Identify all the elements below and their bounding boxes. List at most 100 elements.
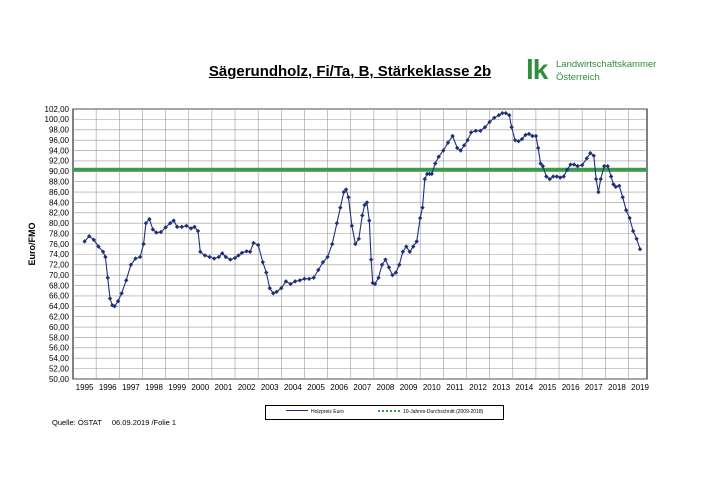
price-point xyxy=(364,200,370,205)
y-tick-label: 58,00 xyxy=(49,333,70,342)
price-point xyxy=(87,234,92,239)
x-tick-label: 2008 xyxy=(377,383,395,392)
price-point xyxy=(330,241,335,247)
price-point xyxy=(596,189,601,195)
price-point xyxy=(154,230,159,235)
chart-title: Sägerundholz, Fi/Ta, B, Stärkeklasse 2b xyxy=(208,63,492,80)
price-point xyxy=(571,162,577,167)
price-point xyxy=(232,255,238,261)
price-point xyxy=(558,175,563,180)
price-point xyxy=(150,227,156,232)
price-point xyxy=(158,229,164,235)
y-tick-label: 80,00 xyxy=(49,219,70,228)
x-tick-label: 2003 xyxy=(261,383,279,392)
price-point xyxy=(168,221,173,226)
price-point xyxy=(637,246,643,252)
price-point xyxy=(223,254,228,260)
price-point xyxy=(441,148,446,153)
price-point xyxy=(184,223,189,229)
lk-logo: lk Landwirtschaftskammer Österreich xyxy=(526,55,656,87)
price-point xyxy=(376,275,381,280)
price-point xyxy=(507,113,512,118)
x-tick-label: 2012 xyxy=(469,383,487,392)
y-tick-label: 98,00 xyxy=(49,126,70,135)
price-point xyxy=(523,132,528,138)
x-tick-label: 2009 xyxy=(400,383,418,392)
price-point xyxy=(404,244,409,249)
x-tick-label: 2005 xyxy=(307,383,325,392)
footer: Quelle: ÖSTAT 06.09.2019 /Folie 1 xyxy=(52,418,184,427)
y-tick-label: 82,00 xyxy=(49,209,70,218)
price-point xyxy=(561,174,566,179)
price-point xyxy=(288,281,293,287)
horizontal-gridlines xyxy=(73,108,647,380)
price-point xyxy=(591,153,596,158)
price-point xyxy=(171,218,176,223)
price-point xyxy=(564,167,570,172)
price-point xyxy=(468,130,474,135)
price-point xyxy=(390,272,395,278)
x-tick-label: 1997 xyxy=(122,383,140,392)
price-point xyxy=(620,195,625,200)
y-axis-label: Euro/FMO xyxy=(27,223,37,266)
price-point xyxy=(584,156,590,161)
price-point xyxy=(141,241,146,247)
price-point xyxy=(533,133,539,139)
price-point xyxy=(271,291,276,296)
x-tick-label: 2002 xyxy=(238,383,256,392)
price-point xyxy=(360,213,365,218)
price-point xyxy=(372,281,378,287)
price-point xyxy=(461,143,467,148)
price-point xyxy=(588,150,593,156)
legend-label-price: Holzpreis Euro xyxy=(311,409,344,415)
price-point xyxy=(320,259,326,265)
price-point xyxy=(105,275,110,280)
y-tick-label: 96,00 xyxy=(49,136,70,145)
price-point xyxy=(593,176,599,182)
price-point xyxy=(598,176,603,182)
price-point xyxy=(623,208,629,213)
price-point xyxy=(174,224,180,230)
price-point xyxy=(91,237,97,243)
logo-line-2: Österreich xyxy=(556,72,600,83)
price-point xyxy=(554,174,559,179)
price-point xyxy=(362,202,367,208)
x-tick-label: 2011 xyxy=(446,383,464,392)
price-point xyxy=(407,249,412,254)
price-point xyxy=(128,262,134,267)
price-point xyxy=(110,303,115,308)
price-point xyxy=(343,187,349,192)
price-point xyxy=(526,131,532,137)
price-point xyxy=(379,262,385,267)
y-tick-label: 56,00 xyxy=(49,344,70,353)
price-point xyxy=(605,163,610,169)
price-point xyxy=(195,228,201,234)
x-tick-label: 2016 xyxy=(562,383,580,392)
x-tick-label: 1999 xyxy=(168,383,186,392)
price-point xyxy=(103,254,108,260)
x-tick-label: 2018 xyxy=(608,383,626,392)
price-point xyxy=(367,218,372,223)
price-point xyxy=(216,254,222,260)
price-point xyxy=(82,239,87,244)
price-point xyxy=(311,275,316,280)
price-point xyxy=(346,195,351,200)
price-point xyxy=(516,138,521,144)
price-point xyxy=(393,270,399,275)
price-point xyxy=(496,113,502,118)
price-point xyxy=(611,182,616,187)
price-point xyxy=(247,249,253,254)
price-point xyxy=(202,253,208,258)
price-point xyxy=(100,249,106,254)
x-tick-label: 2014 xyxy=(515,383,533,392)
x-tick-label: 2006 xyxy=(330,383,348,392)
price-point xyxy=(487,119,492,125)
price-point xyxy=(115,298,121,304)
vertical-gridlines xyxy=(95,109,629,379)
y-tick-label: 70,00 xyxy=(49,271,70,280)
x-tick-label: 2000 xyxy=(191,383,209,392)
price-point xyxy=(465,137,470,143)
logo-line-1: Landwirtschaftskammer xyxy=(556,59,657,70)
price-point xyxy=(349,223,355,229)
